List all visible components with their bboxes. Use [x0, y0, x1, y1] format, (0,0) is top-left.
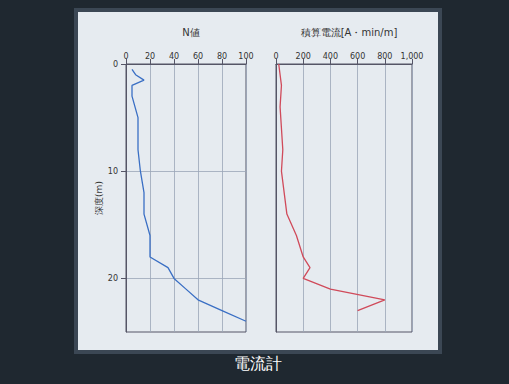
svg-text:0: 0: [113, 60, 118, 69]
svg-text:積算電流[A・min/m]: 積算電流[A・min/m]: [301, 27, 398, 38]
svg-text:60: 60: [193, 52, 203, 61]
svg-text:80: 80: [217, 52, 227, 61]
svg-text:600: 600: [350, 52, 365, 61]
svg-text:10: 10: [108, 167, 118, 176]
svg-text:0: 0: [123, 52, 128, 61]
svg-text:800: 800: [377, 52, 392, 61]
svg-text:200: 200: [296, 52, 311, 61]
svg-text:20: 20: [145, 52, 155, 61]
svg-text:0: 0: [273, 52, 278, 61]
svg-text:40: 40: [169, 52, 179, 61]
svg-text:20: 20: [108, 274, 118, 283]
svg-text:1,000: 1,000: [401, 52, 424, 61]
svg-text:深度(m): 深度(m): [94, 181, 104, 215]
svg-text:400: 400: [323, 52, 338, 61]
svg-text:100: 100: [238, 52, 253, 61]
svg-text:N値: N値: [182, 27, 199, 38]
html-text:電流計: 電流計: [234, 354, 282, 373]
